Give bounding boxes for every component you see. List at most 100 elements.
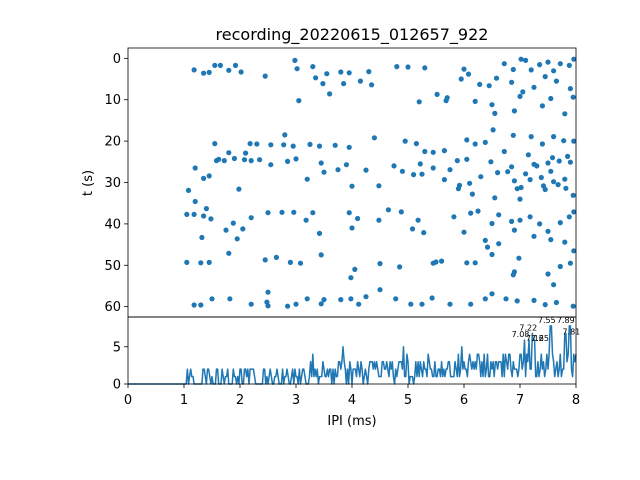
data-point	[247, 141, 253, 147]
data-point	[496, 212, 502, 218]
y-tick-label: 50	[104, 259, 121, 274]
chart-title: recording_20220615_012657_922	[216, 25, 489, 45]
data-point	[198, 260, 204, 266]
data-point	[553, 78, 560, 84]
data-point	[318, 301, 324, 307]
data-point	[408, 301, 414, 307]
data-point	[525, 152, 532, 158]
data-point	[223, 227, 229, 233]
data-point	[570, 192, 576, 198]
data-point	[527, 177, 533, 183]
data-point	[212, 141, 218, 147]
data-point	[489, 102, 495, 108]
x-tick-label: 6	[460, 393, 468, 408]
data-point	[394, 64, 400, 70]
data-point	[185, 187, 192, 193]
data-point	[385, 207, 391, 213]
data-point	[488, 159, 494, 165]
data-point	[510, 66, 516, 73]
data-point	[417, 161, 423, 167]
y-axis-label: t (s)	[81, 170, 96, 196]
data-point	[320, 81, 326, 87]
data-point	[248, 301, 254, 307]
data-point	[517, 93, 523, 99]
data-point	[355, 215, 361, 222]
data-point	[191, 302, 197, 308]
data-point	[227, 296, 233, 302]
data-point	[503, 296, 509, 302]
data-point	[430, 165, 436, 171]
data-point	[402, 138, 408, 144]
data-point	[262, 73, 268, 79]
data-point	[409, 226, 416, 232]
data-point	[226, 67, 232, 73]
data-point	[492, 195, 498, 201]
data-point	[555, 182, 561, 188]
data-point	[566, 62, 572, 68]
data-point	[419, 301, 425, 307]
data-point	[341, 81, 347, 87]
data-point	[562, 176, 568, 182]
data-point	[201, 175, 207, 181]
data-point	[518, 184, 524, 191]
data-point	[538, 174, 544, 181]
data-point	[490, 127, 496, 133]
x-tick-label: 0	[124, 393, 132, 408]
data-point	[265, 303, 271, 309]
data-point	[549, 155, 556, 161]
data-point	[464, 137, 470, 143]
data-point	[292, 57, 298, 64]
data-point	[238, 69, 244, 75]
data-point	[562, 239, 568, 245]
data-point	[230, 220, 236, 226]
y-tick-label: 20	[104, 135, 121, 150]
y-tick-label: 30	[104, 176, 121, 191]
peak-label: 7.08	[512, 330, 530, 339]
data-point	[285, 303, 291, 309]
data-point	[203, 206, 209, 212]
data-point	[241, 157, 248, 163]
data-point	[444, 95, 450, 101]
data-point	[192, 165, 198, 171]
data-point	[501, 148, 507, 155]
data-point	[510, 272, 516, 278]
data-point	[472, 98, 478, 104]
data-point	[557, 263, 563, 270]
data-point	[475, 208, 481, 214]
data-point	[548, 95, 554, 102]
data-point	[212, 62, 218, 68]
raster-plot: 0 10 20 30 40 50 60	[104, 47, 577, 318]
x-axis-label: IPI (ms)	[327, 414, 376, 429]
data-point	[514, 298, 520, 304]
data-point	[363, 167, 369, 173]
data-point	[467, 180, 473, 186]
data-point	[248, 215, 254, 221]
data-point	[310, 210, 316, 216]
data-point	[571, 138, 577, 144]
data-point	[201, 213, 207, 219]
data-point	[279, 209, 285, 215]
data-point	[551, 179, 557, 185]
data-point	[518, 56, 524, 62]
data-point	[273, 254, 279, 260]
data-point	[542, 186, 548, 193]
y-tick-label: 0	[113, 378, 121, 393]
data-point	[318, 160, 324, 166]
data-point	[528, 134, 534, 140]
data-point	[563, 185, 569, 191]
data-point	[495, 170, 501, 176]
data-point	[565, 153, 571, 159]
data-point	[217, 62, 223, 68]
peak-label: 7.89	[557, 316, 575, 325]
data-point	[391, 163, 397, 169]
data-point	[422, 65, 428, 71]
data-point	[297, 260, 304, 266]
data-point	[199, 234, 205, 241]
data-point	[231, 155, 237, 162]
data-point	[523, 57, 529, 64]
data-point	[257, 157, 263, 163]
data-point	[338, 297, 344, 303]
data-point	[531, 161, 537, 167]
data-point	[421, 230, 427, 236]
data-point	[191, 67, 197, 73]
